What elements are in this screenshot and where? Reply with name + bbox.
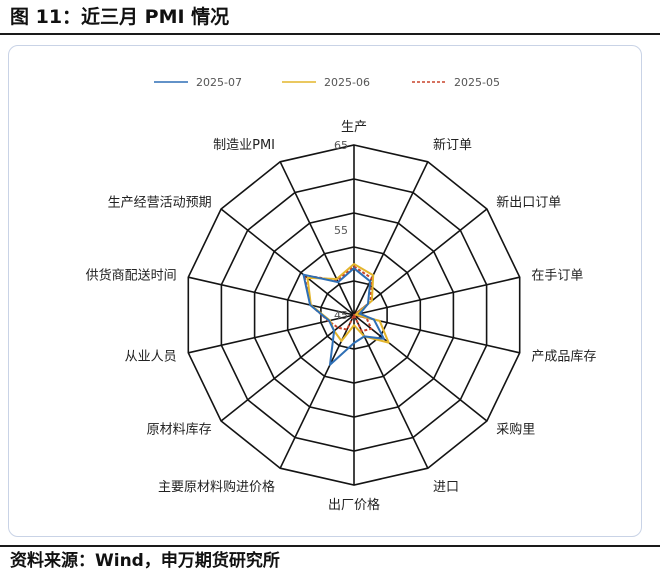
grid-spoke bbox=[353, 161, 429, 316]
axis-label: 出厂价格 bbox=[328, 497, 380, 513]
grid-spoke bbox=[353, 208, 488, 316]
axis-label: 进口 bbox=[433, 480, 459, 495]
grid-spoke bbox=[188, 314, 355, 354]
top-rule bbox=[0, 33, 660, 35]
grid-spoke bbox=[220, 314, 355, 422]
grid-spoke bbox=[353, 314, 520, 354]
grid-spoke bbox=[188, 276, 355, 316]
axis-label: 供货商配送时间 bbox=[86, 268, 177, 284]
axis-label: 新订单 bbox=[433, 137, 472, 153]
grid-spoke bbox=[353, 314, 488, 422]
grid-spoke bbox=[353, 314, 429, 469]
tick-label: 45 bbox=[334, 309, 348, 322]
series-line bbox=[302, 267, 385, 366]
chart-panel: 45 55 65 生产新订单新出口订单在手订单产成品库存采购里进口出厂价格 主要原材料购… bbox=[8, 45, 642, 537]
axis-label: 制造业PMI bbox=[213, 138, 275, 153]
grid-spoke bbox=[353, 276, 520, 316]
grid-spoke bbox=[220, 208, 355, 316]
grid-spoke bbox=[279, 161, 355, 316]
axis-label: 采购里 bbox=[496, 422, 535, 438]
legend-label: 2025-07 bbox=[196, 76, 242, 89]
axis-label: 在手订单 bbox=[531, 269, 583, 284]
legend-label: 2025-06 bbox=[324, 76, 370, 89]
axis-label: 新出口订单 bbox=[496, 195, 561, 211]
figure-title: 图 11：近三月 PMI 情况 bbox=[10, 6, 230, 28]
axis-label: 主要原材料购进价格 bbox=[158, 479, 275, 495]
axis-label: 从业人员 bbox=[125, 350, 177, 365]
source-note: 资料来源：Wind，申万期货研究所 bbox=[10, 551, 280, 571]
axis-label: 生产经营活动预期 bbox=[108, 196, 212, 211]
bottom-rule bbox=[0, 545, 660, 547]
legend-label: 2025-05 bbox=[454, 76, 500, 89]
tick-label: 65 bbox=[334, 139, 348, 152]
axis-label: 生产 bbox=[341, 120, 367, 135]
axis-label: 产成品库存 bbox=[531, 349, 596, 365]
axis-label: 原材料库存 bbox=[147, 422, 212, 438]
tick-label: 55 bbox=[334, 224, 348, 237]
